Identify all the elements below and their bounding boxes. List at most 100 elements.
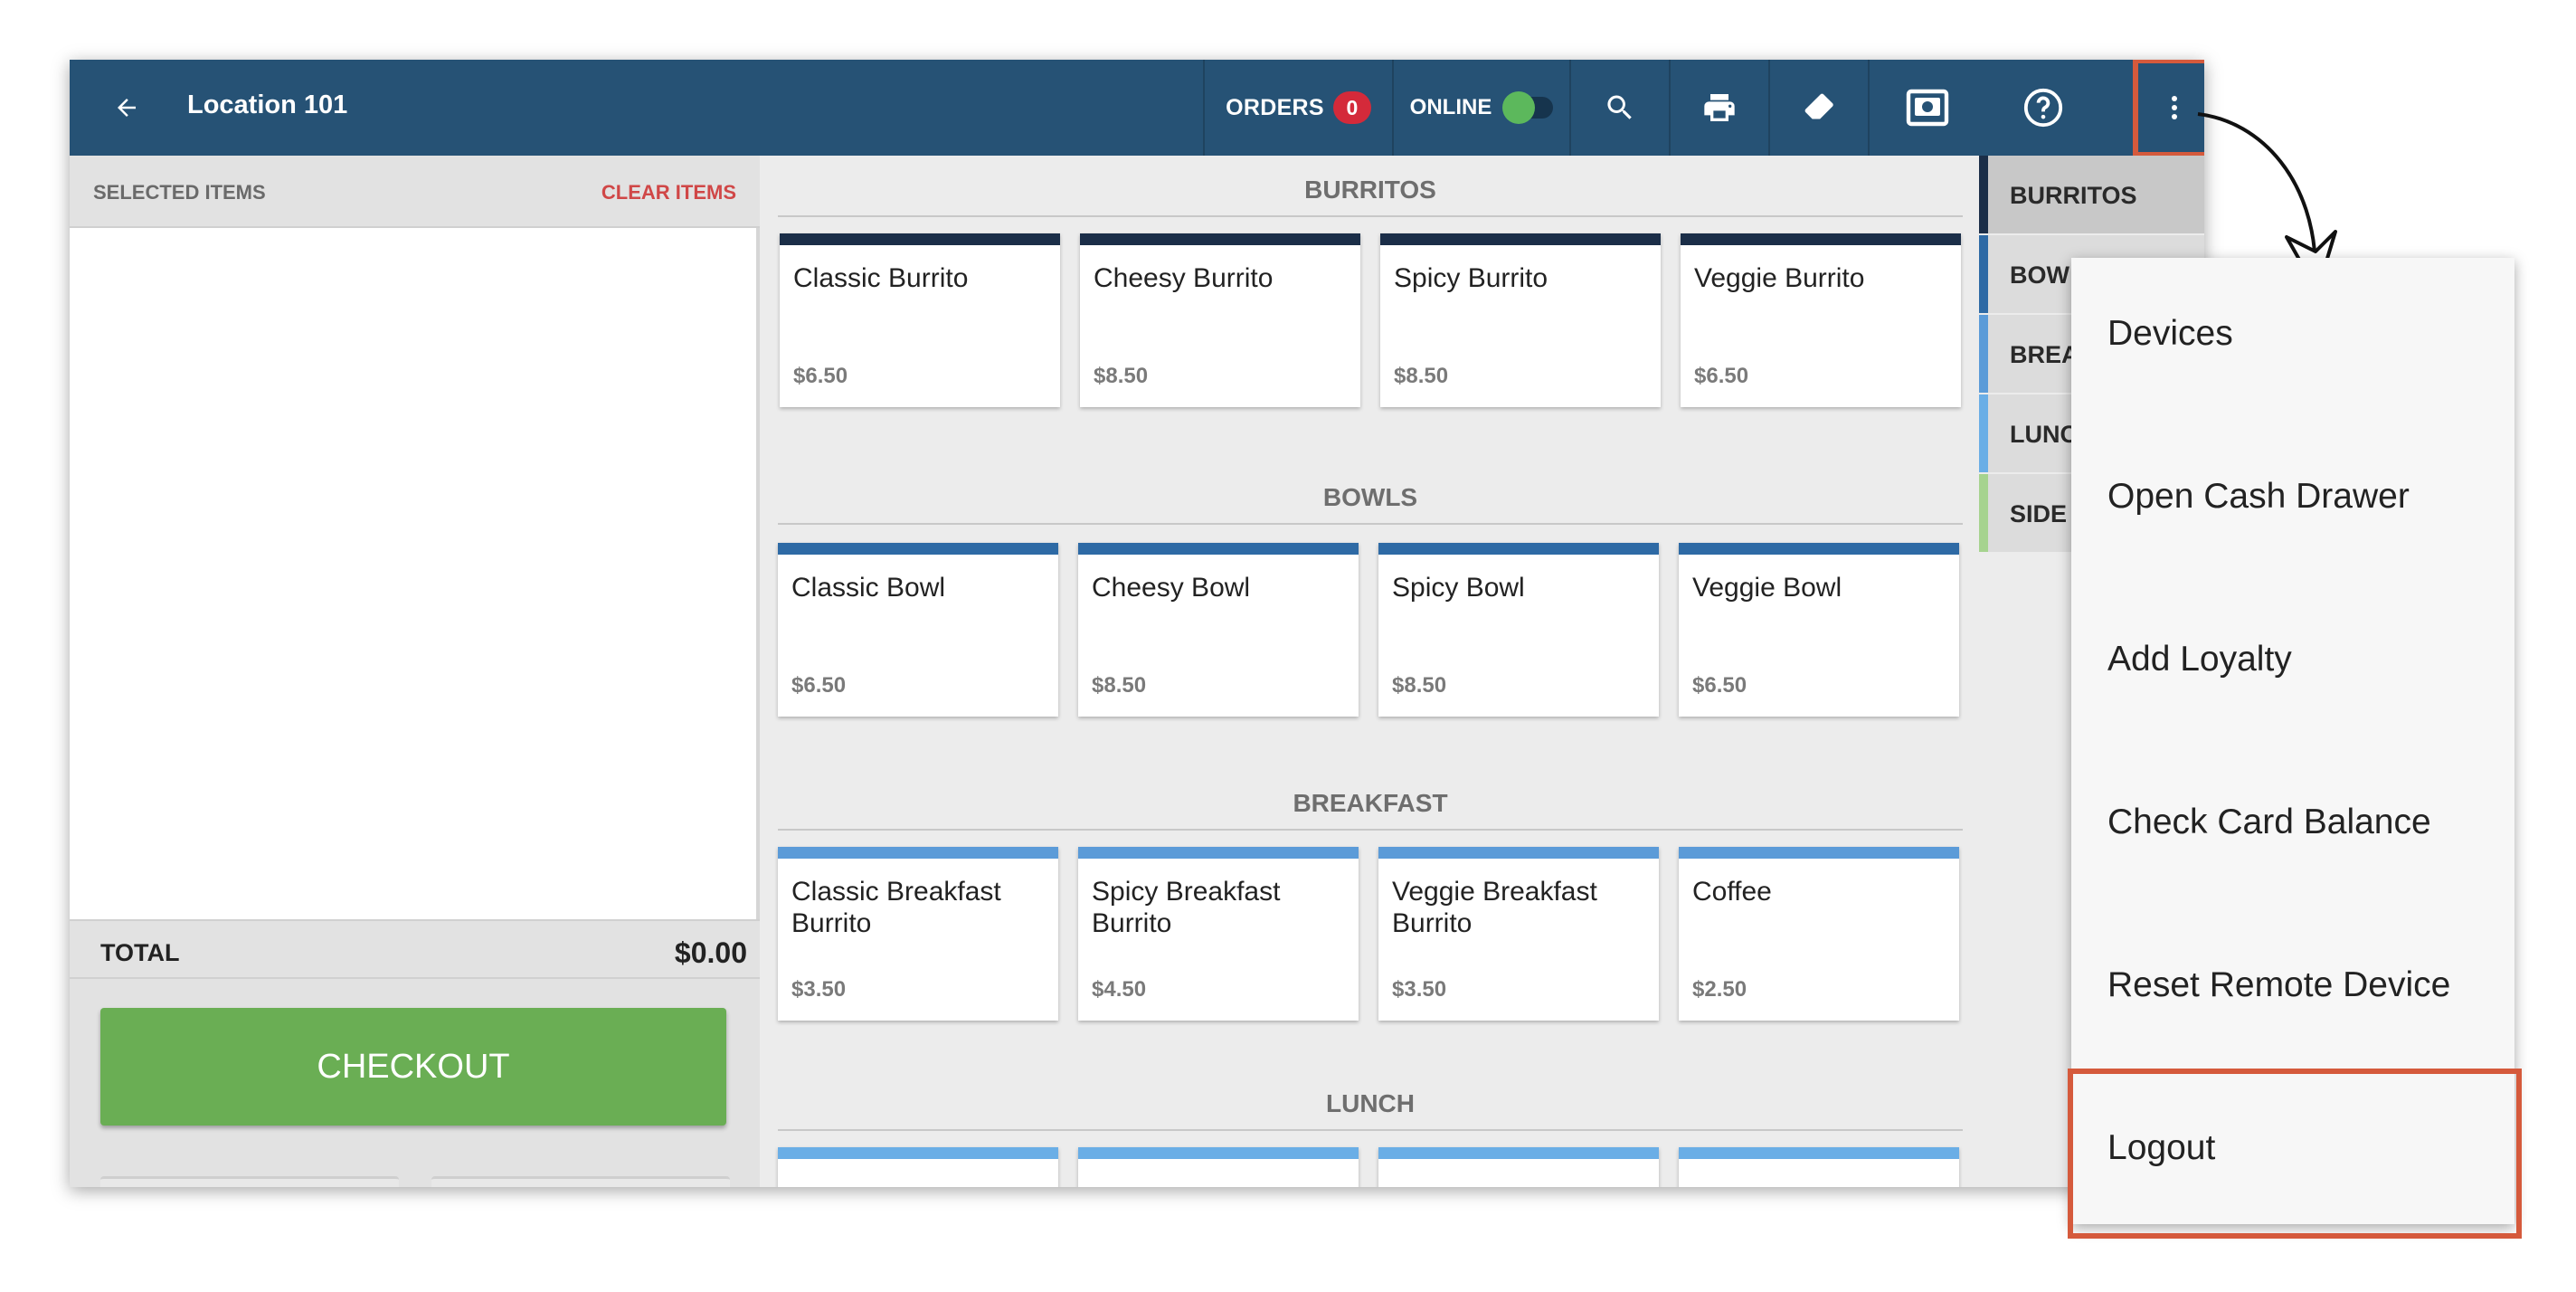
menu-item-card[interactable]: Classic Breakfast Burrito $3.50 <box>778 847 1058 1021</box>
item-name: Spicy Burrito <box>1394 263 1548 293</box>
section-divider <box>778 523 1963 525</box>
help-icon <box>2023 88 2063 128</box>
orders-label: ORDERS <box>1226 94 1324 120</box>
search-button[interactable] <box>1571 60 1669 156</box>
section-title-lunch: LUNCH <box>1326 1089 1415 1117</box>
category-label: SIDE <box>2010 500 2068 527</box>
item-name: Cheesy Bowl <box>1092 573 1251 603</box>
total-value: $0.00 <box>674 936 747 969</box>
item-name: Classic Breakfast Burrito <box>791 877 1001 938</box>
divider <box>1868 60 1870 156</box>
menu-item-card[interactable]: Spicy Bowl $8.50 <box>1378 543 1659 717</box>
arrow-left-icon <box>118 99 136 117</box>
item-name: Veggie Burrito <box>1694 263 1865 293</box>
cash-drawer-icon <box>1906 89 1949 127</box>
item-price: $2.50 <box>1692 977 1747 1002</box>
item-price: $6.50 <box>793 364 848 388</box>
menu-item-card[interactable]: Veggie Breakfast Burrito $3.50 <box>1378 847 1659 1021</box>
menu-item-reset-remote-device[interactable]: Reset Remote Device <box>2071 909 2514 1072</box>
order-panel: SELECTED ITEMS CLEAR ITEMS TOTAL $0.00 C… <box>70 156 760 1187</box>
divider <box>1203 60 1205 156</box>
online-toggle[interactable]: ONLINE <box>1394 60 1569 156</box>
menu-item-card[interactable]: Spicy Burrito $8.50 <box>1380 233 1661 407</box>
section-divider <box>778 215 1963 217</box>
secondary-button[interactable] <box>431 1176 730 1187</box>
total-label: TOTAL <box>100 939 180 966</box>
eraser-icon <box>1804 93 1833 119</box>
section-title-breakfast: BREAKFAST <box>1293 789 1448 817</box>
orders-count-badge: 0 <box>1332 91 1371 124</box>
menu-item-card[interactable]: Veggie Burrito $6.50 <box>1681 233 1961 407</box>
item-price: $4.50 <box>1092 977 1147 1002</box>
category-label: LUNC <box>2010 421 2078 448</box>
item-price: $6.50 <box>1694 364 1749 388</box>
printer-icon <box>1704 94 1735 121</box>
menu-item-card[interactable]: Spicy Breakfast Burrito $4.50 <box>1078 847 1359 1021</box>
section-title-burritos: BURRITOS <box>1304 176 1436 204</box>
menu-item-card[interactable] <box>1078 1147 1359 1187</box>
category-label: BOW <box>2010 261 2069 289</box>
menu-item-card[interactable]: Veggie Bowl $6.50 <box>1679 543 1959 717</box>
menu-item-card[interactable] <box>1679 1147 1959 1187</box>
selected-items-label: SELECTED ITEMS <box>93 181 266 204</box>
orders-button[interactable]: ORDERS 0 <box>1205 60 1392 156</box>
menu-item-label: Add Loyalty <box>2107 640 2292 679</box>
item-price: $6.50 <box>791 673 847 698</box>
menu-item-card[interactable]: Cheesy Bowl $8.50 <box>1078 543 1359 717</box>
back-button[interactable] <box>106 87 147 128</box>
checkout-area: CHECKOUT <box>70 979 760 1187</box>
category-label: BURRITOS <box>2010 182 2137 209</box>
search-icon <box>1607 95 1632 119</box>
item-name: Classic Burrito <box>793 263 969 293</box>
item-price: $8.50 <box>1094 364 1149 388</box>
divider <box>1569 60 1571 156</box>
overflow-menu: Devices Open Cash Drawer Add Loyalty Che… <box>2068 258 2522 1239</box>
divider <box>1392 60 1394 156</box>
menu-item-card[interactable] <box>1378 1147 1659 1187</box>
secondary-button[interactable] <box>100 1176 399 1187</box>
top-bar: Location 101 ORDERS 0 ONLINE <box>70 60 2204 157</box>
menu-item-card[interactable]: Classic Bowl $6.50 <box>778 543 1058 717</box>
eraser-button[interactable] <box>1770 60 1868 156</box>
more-menu-button[interactable] <box>2138 60 2204 156</box>
item-price: $3.50 <box>1392 977 1447 1002</box>
item-name: Spicy Breakfast Burrito <box>1092 877 1281 938</box>
menu-item-label: Open Cash Drawer <box>2107 477 2410 516</box>
divider <box>1669 60 1671 156</box>
menu-item-card[interactable]: Cheesy Burrito $8.50 <box>1080 233 1360 407</box>
menu-item-add-loyalty[interactable]: Add Loyalty <box>2071 584 2514 746</box>
help-button[interactable] <box>1985 60 2101 156</box>
menu-item-logout[interactable]: Logout <box>2071 1072 2514 1235</box>
section-divider <box>778 829 1963 831</box>
menu-item-label: Devices <box>2107 314 2233 353</box>
order-panel-header: SELECTED ITEMS CLEAR ITEMS <box>70 156 760 228</box>
menu-item-label: Logout <box>2107 1128 2216 1167</box>
item-price: $8.50 <box>1394 364 1449 388</box>
menu-item-open-cash-drawer[interactable]: Open Cash Drawer <box>2071 421 2514 584</box>
menu-item-check-card-balance[interactable]: Check Card Balance <box>2071 746 2514 909</box>
divider <box>1768 60 1770 156</box>
category-burritos[interactable]: BURRITOS <box>1979 156 2204 233</box>
menu-item-devices[interactable]: Devices <box>2071 258 2514 421</box>
clear-items-button[interactable]: CLEAR ITEMS <box>601 181 736 204</box>
print-button[interactable] <box>1671 60 1768 156</box>
item-price: $8.50 <box>1392 673 1447 698</box>
menu-item-label: Reset Remote Device <box>2107 965 2451 1004</box>
menu-item-card[interactable]: Coffee $2.50 <box>1679 847 1959 1021</box>
item-name: Cheesy Burrito <box>1094 263 1274 293</box>
menu-item-card[interactable] <box>778 1147 1058 1187</box>
item-name: Veggie Bowl <box>1692 573 1842 603</box>
cash-drawer-button[interactable] <box>1870 60 1985 156</box>
more-vertical-icon <box>2172 96 2177 119</box>
online-switch[interactable] <box>1502 91 1554 124</box>
online-label: ONLINE <box>1409 95 1492 119</box>
category-label: BREA <box>2010 341 2079 368</box>
item-name: Classic Bowl <box>791 573 946 603</box>
location-title: Location 101 <box>187 90 348 119</box>
item-name: Spicy Bowl <box>1392 573 1525 603</box>
section-title-bowls: BOWLS <box>1322 483 1418 511</box>
total-row: TOTAL $0.00 <box>70 919 760 979</box>
menu-item-card[interactable]: Classic Burrito $6.50 <box>780 233 1060 407</box>
item-price: $8.50 <box>1092 673 1147 698</box>
checkout-button[interactable]: CHECKOUT <box>100 1008 726 1126</box>
